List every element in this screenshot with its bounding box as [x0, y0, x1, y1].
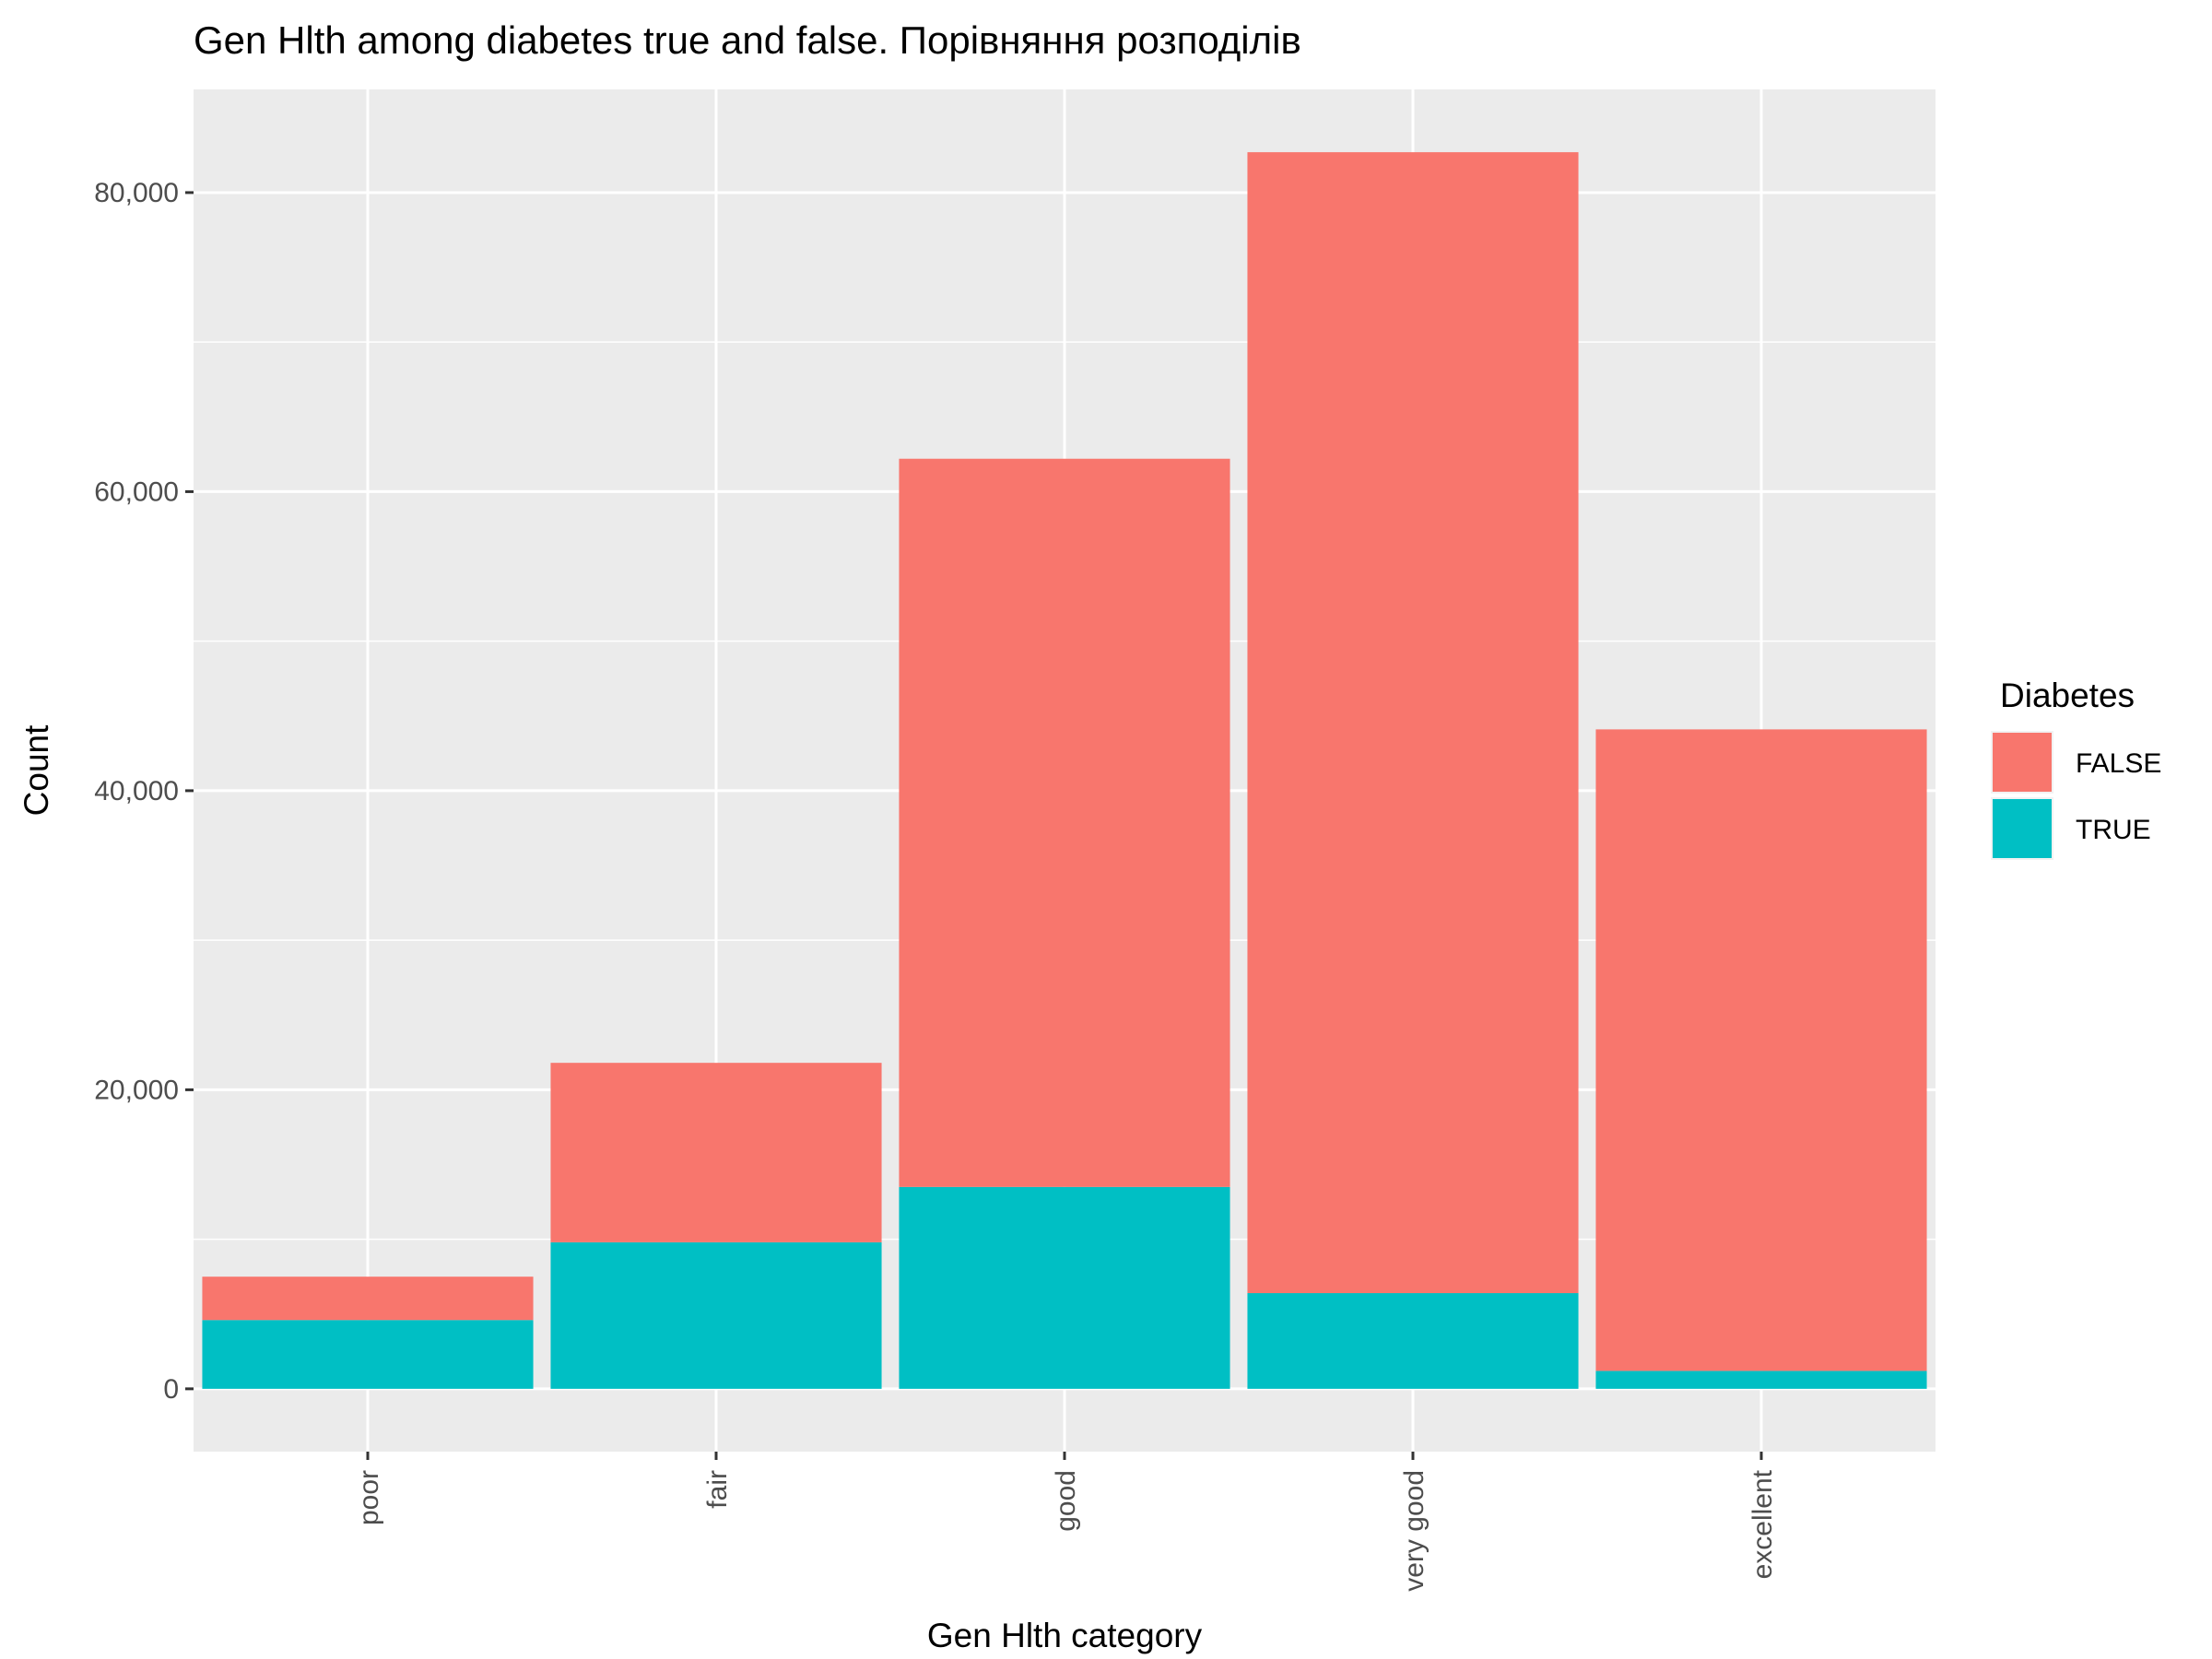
legend-swatch-true: [1993, 799, 2052, 858]
legend-swatch-false: [1993, 733, 2052, 792]
y-tick-label: 60,000: [94, 477, 179, 507]
x-tick-label-poor: poor: [354, 1470, 384, 1525]
y-tick-label: 80,000: [94, 178, 179, 208]
bar-good-true: [899, 1186, 1230, 1389]
bar-fair-false: [550, 1063, 882, 1242]
bar-very-good-true: [1247, 1293, 1579, 1389]
bar-excellent-true: [1595, 1371, 1927, 1389]
x-axis: poor fair good very good excellent: [354, 1452, 1778, 1592]
legend-label-true: TRUE: [2076, 815, 2151, 845]
bar-poor-false: [202, 1277, 534, 1321]
y-axis: 0 20,000 40,000 60,000 80,000: [94, 178, 194, 1405]
legend-label-false: FALSE: [2076, 748, 2161, 779]
bar-fair-true: [550, 1241, 882, 1389]
y-tick-label: 20,000: [94, 1075, 179, 1105]
x-tick-label-excellent: excellent: [1747, 1469, 1778, 1579]
chart-title: Gen Hlth among diabetes true and false. …: [194, 18, 1301, 62]
y-axis-title: Count: [18, 724, 55, 816]
x-tick-label-good: good: [1051, 1470, 1081, 1532]
legend-title: Diabetes: [2000, 677, 2135, 714]
y-tick-label: 0: [163, 1374, 179, 1405]
x-axis-title: Gen Hlth category: [927, 1617, 1203, 1654]
bar-very-good-false: [1247, 152, 1579, 1294]
bars: [202, 152, 1927, 1389]
x-tick-label-fair: fair: [702, 1470, 733, 1509]
bar-excellent-false: [1595, 729, 1927, 1371]
legend: Diabetes FALSE TRUE: [1991, 677, 2161, 860]
bar-good-false: [899, 458, 1230, 1187]
x-tick-label-very-good: very good: [1399, 1470, 1430, 1592]
bar-poor-true: [202, 1320, 534, 1389]
y-tick-label: 40,000: [94, 776, 179, 806]
